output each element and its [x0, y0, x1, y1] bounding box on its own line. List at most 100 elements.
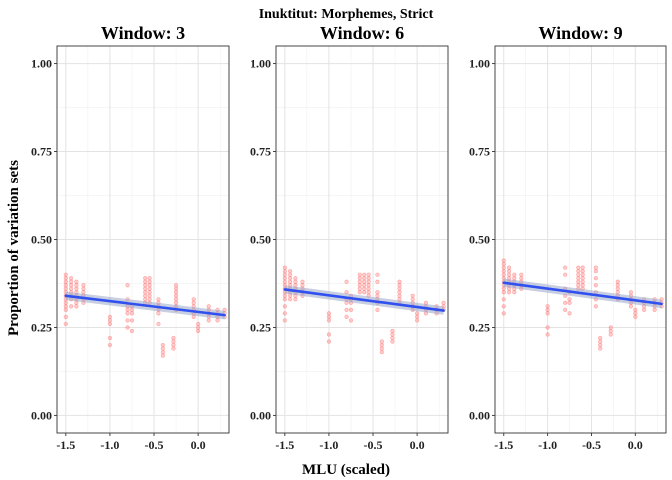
data-point — [147, 293, 152, 298]
data-point — [357, 290, 362, 295]
data-point — [357, 279, 362, 284]
data-point — [173, 293, 179, 298]
x-tick-label: -0.5 — [364, 438, 383, 452]
data-point — [125, 307, 130, 312]
data-point — [74, 286, 79, 291]
data-point — [580, 279, 585, 284]
data-point — [375, 307, 380, 312]
y-tick-label: 0.50 — [250, 233, 271, 247]
data-point — [593, 276, 598, 281]
x-tick-label: -1.0 — [319, 438, 338, 452]
data-point — [366, 272, 371, 277]
data-point — [580, 276, 585, 281]
y-tick-label: 0.50 — [469, 233, 490, 247]
data-point — [506, 269, 512, 274]
y-tick-label: 0.50 — [31, 233, 52, 247]
data-point — [282, 265, 287, 270]
data-point — [171, 346, 176, 351]
data-point — [63, 279, 68, 284]
data-point — [326, 311, 332, 316]
data-point — [143, 297, 148, 302]
x-tick-label: -1.0 — [538, 438, 557, 452]
data-point — [293, 276, 298, 281]
data-point — [628, 290, 634, 295]
data-point — [191, 300, 196, 305]
data-point — [107, 321, 113, 327]
y-axis-label: Proportion of variation sets — [6, 160, 22, 336]
data-point — [63, 321, 68, 327]
data-point — [362, 276, 367, 281]
y-tick-label: 0.75 — [250, 145, 271, 159]
data-point — [69, 279, 74, 284]
data-point — [576, 269, 581, 274]
data-point — [63, 300, 68, 305]
data-point — [576, 279, 581, 284]
data-point — [545, 311, 550, 316]
data-point — [397, 290, 402, 295]
data-point — [81, 290, 86, 295]
panel-title: Window: 9 — [538, 23, 622, 43]
y-tick-label: 1.00 — [250, 57, 271, 71]
data-point — [63, 314, 68, 320]
data-point — [366, 283, 371, 288]
data-point — [615, 290, 620, 295]
data-point — [593, 269, 598, 274]
data-point — [129, 318, 135, 323]
data-point — [173, 290, 179, 295]
trend-line — [283, 288, 445, 312]
data-point — [125, 318, 130, 323]
data-point — [107, 335, 113, 341]
data-point — [147, 279, 152, 284]
data-point — [107, 318, 113, 323]
data-point — [362, 272, 367, 277]
data-point — [545, 325, 550, 330]
data-point — [366, 290, 371, 295]
data-point — [576, 283, 581, 288]
data-point — [129, 311, 135, 316]
data-point — [147, 276, 152, 281]
y-tick-label: 0.00 — [250, 408, 271, 422]
data-point — [288, 269, 293, 274]
data-point — [74, 304, 79, 309]
data-point — [576, 272, 581, 277]
data-point — [69, 304, 74, 309]
data-point — [147, 290, 152, 295]
data-point — [563, 307, 568, 312]
data-point — [160, 342, 165, 348]
data-point — [196, 325, 201, 330]
data-point — [129, 328, 135, 334]
data-point — [580, 283, 585, 288]
data-point — [362, 286, 367, 291]
data-point — [191, 297, 196, 302]
data-point — [293, 279, 298, 284]
data-point — [598, 346, 603, 351]
trend-line — [502, 281, 663, 306]
data-point — [379, 346, 384, 351]
data-point — [563, 272, 568, 277]
data-point — [608, 325, 613, 330]
panel-title: Window: 3 — [101, 23, 185, 43]
data-point — [628, 304, 634, 309]
data-point — [196, 321, 201, 327]
data-point — [608, 332, 613, 337]
data-point — [357, 283, 362, 288]
data-point — [598, 342, 603, 348]
data-point — [379, 349, 384, 355]
data-point — [375, 279, 380, 284]
data-point — [593, 265, 598, 270]
data-point — [156, 321, 161, 327]
y-tick-label: 0.75 — [31, 145, 52, 159]
data-point — [580, 265, 585, 270]
y-tick-label: 0.25 — [250, 320, 271, 334]
data-point — [348, 307, 354, 312]
data-point — [143, 290, 148, 295]
data-point — [288, 279, 293, 284]
data-point — [129, 307, 135, 312]
data-point — [567, 311, 572, 316]
data-point — [598, 335, 603, 341]
data-point — [615, 286, 620, 291]
data-point — [156, 311, 161, 316]
data-point — [206, 304, 211, 309]
data-point — [344, 307, 349, 312]
data-point — [567, 297, 572, 302]
